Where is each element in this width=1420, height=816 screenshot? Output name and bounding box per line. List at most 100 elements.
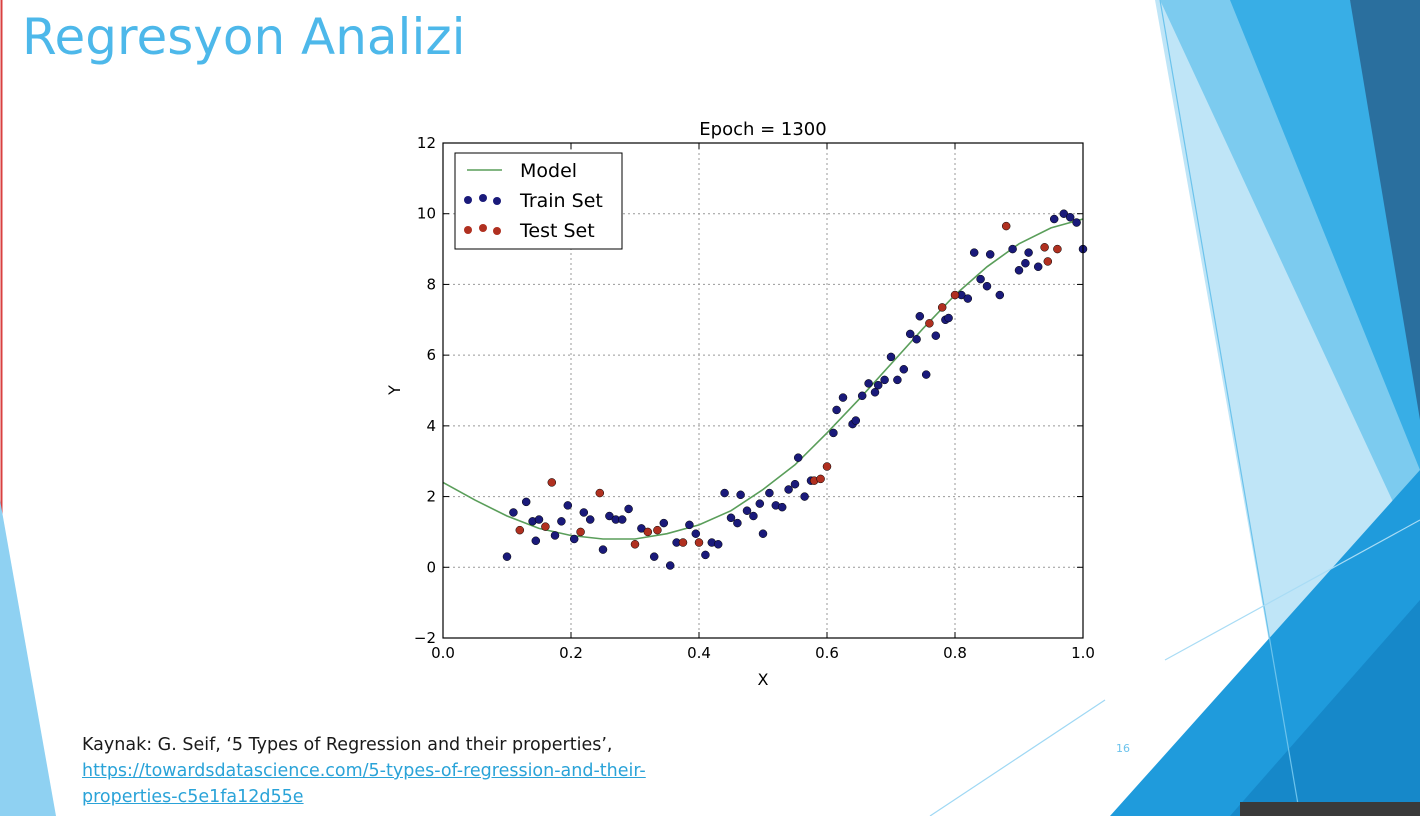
train-set-point [969, 248, 979, 257]
train-set-point [579, 508, 589, 517]
train-set-point [569, 534, 579, 544]
train-set-point [915, 312, 925, 321]
train-set-point [1065, 213, 1075, 222]
legend-test-swatch [493, 227, 501, 235]
train-set-point [1033, 262, 1043, 271]
legend-test-swatch [479, 224, 487, 232]
legend-train-swatch [464, 196, 472, 204]
test-set-point [816, 474, 825, 484]
train-set-point [873, 380, 883, 390]
train-set-point [832, 405, 841, 415]
test-set-point [541, 522, 550, 531]
accent-line [1164, 519, 1420, 661]
slide-title: Regresyon Analizi [22, 8, 466, 66]
train-set-point [733, 518, 742, 528]
train-set-point [777, 502, 787, 512]
train-set-point [742, 506, 752, 515]
plot-frame [442, 142, 1084, 639]
train-set-point [1008, 244, 1017, 254]
legend-test-label: Test Set [519, 220, 595, 242]
test-set-point [630, 540, 640, 549]
bottom-bar [1240, 802, 1420, 816]
y-tick-label: 8 [426, 275, 436, 293]
train-set-point [963, 294, 973, 303]
train-set-point [870, 388, 880, 397]
train-set-point [829, 428, 838, 438]
train-set-point [784, 485, 793, 494]
train-set-point [755, 499, 765, 508]
train-set-point [1024, 248, 1033, 257]
train-set-point [864, 379, 873, 388]
y-tick-label: 4 [426, 417, 436, 435]
train-set-point [1072, 218, 1081, 227]
y-tick-label: −2 [414, 629, 436, 647]
train-set-point [617, 515, 627, 524]
y-tick-label: 2 [426, 488, 436, 506]
y-tick-label: 6 [426, 346, 436, 364]
train-set-point [726, 513, 736, 523]
train-set-point [598, 545, 608, 554]
x-tick-label: 0.4 [687, 644, 711, 662]
train-set-point [685, 520, 694, 530]
train-set-point [534, 515, 544, 524]
train-set-point [659, 518, 669, 528]
y-tick-label: 0 [426, 558, 436, 576]
test-set-point [643, 527, 653, 537]
train-set-point [944, 313, 953, 323]
test-set-point [1043, 257, 1053, 266]
train-set-point [1021, 258, 1030, 268]
chart-title: Epoch = 1300 [699, 119, 826, 140]
test-set-point [1001, 221, 1011, 231]
legend-test-swatch [464, 226, 472, 234]
train-set-point [985, 250, 995, 259]
test-set-point [1053, 244, 1062, 254]
x-tick-label: 0.6 [815, 644, 839, 662]
test-set-point [515, 525, 525, 535]
train-set-point [899, 365, 909, 374]
bottom-right-dark-shape [1230, 600, 1420, 816]
legend-train-swatch [493, 197, 501, 205]
x-tick-label: 0.0 [431, 644, 455, 662]
test-set-point [653, 525, 662, 535]
train-set-point [665, 561, 675, 570]
train-set-point [509, 508, 518, 517]
train-set-point [649, 552, 659, 561]
train-set-point [905, 329, 915, 339]
train-set-point [857, 391, 867, 401]
page-number: 16 [1116, 742, 1130, 755]
x-tick-label: 0.2 [559, 644, 583, 662]
train-set-point [605, 511, 614, 521]
train-set-point [1049, 214, 1059, 224]
test-set-point [1040, 243, 1049, 252]
train-set-point [550, 531, 560, 540]
legend-model-label: Model [520, 160, 577, 182]
train-set-point [531, 536, 541, 546]
train-set-point [838, 393, 848, 402]
train-set-point [637, 524, 646, 533]
test-set-point [937, 303, 947, 312]
x-axis-label: X [758, 670, 769, 689]
legend-train-label: Train Set [519, 190, 603, 212]
train-set-point [749, 511, 758, 521]
train-set-point [921, 370, 931, 379]
train-set-point [624, 504, 633, 514]
train-set-point [912, 334, 921, 344]
left-triangle-shape [0, 500, 56, 816]
legend: Model Train Set Test Set [454, 152, 623, 250]
regression-chart: 0.0 0.2 0.4 0.6 0.8 1.0 −2 0 2 4 6 8 10 12 Epoch = 13… [385, 119, 1095, 689]
train-set-point [976, 274, 985, 284]
citation-link[interactable]: https://towardsdatascience.com/5-types-o… [82, 761, 646, 807]
train-set-point [736, 490, 745, 500]
train-set-point [713, 540, 723, 549]
test-set-point [576, 527, 585, 537]
y-axis-label: Y [385, 385, 404, 396]
train-set-point [691, 529, 701, 538]
accent-line [929, 699, 1106, 816]
legend-train-swatch [479, 194, 487, 202]
train-set-point [851, 416, 861, 425]
tick-labels: 0.0 0.2 0.4 0.6 0.8 1.0 −2 0 2 4 6 8 10 12 [414, 134, 1095, 662]
train-set-point [502, 552, 512, 561]
train-set-point [1014, 266, 1024, 275]
